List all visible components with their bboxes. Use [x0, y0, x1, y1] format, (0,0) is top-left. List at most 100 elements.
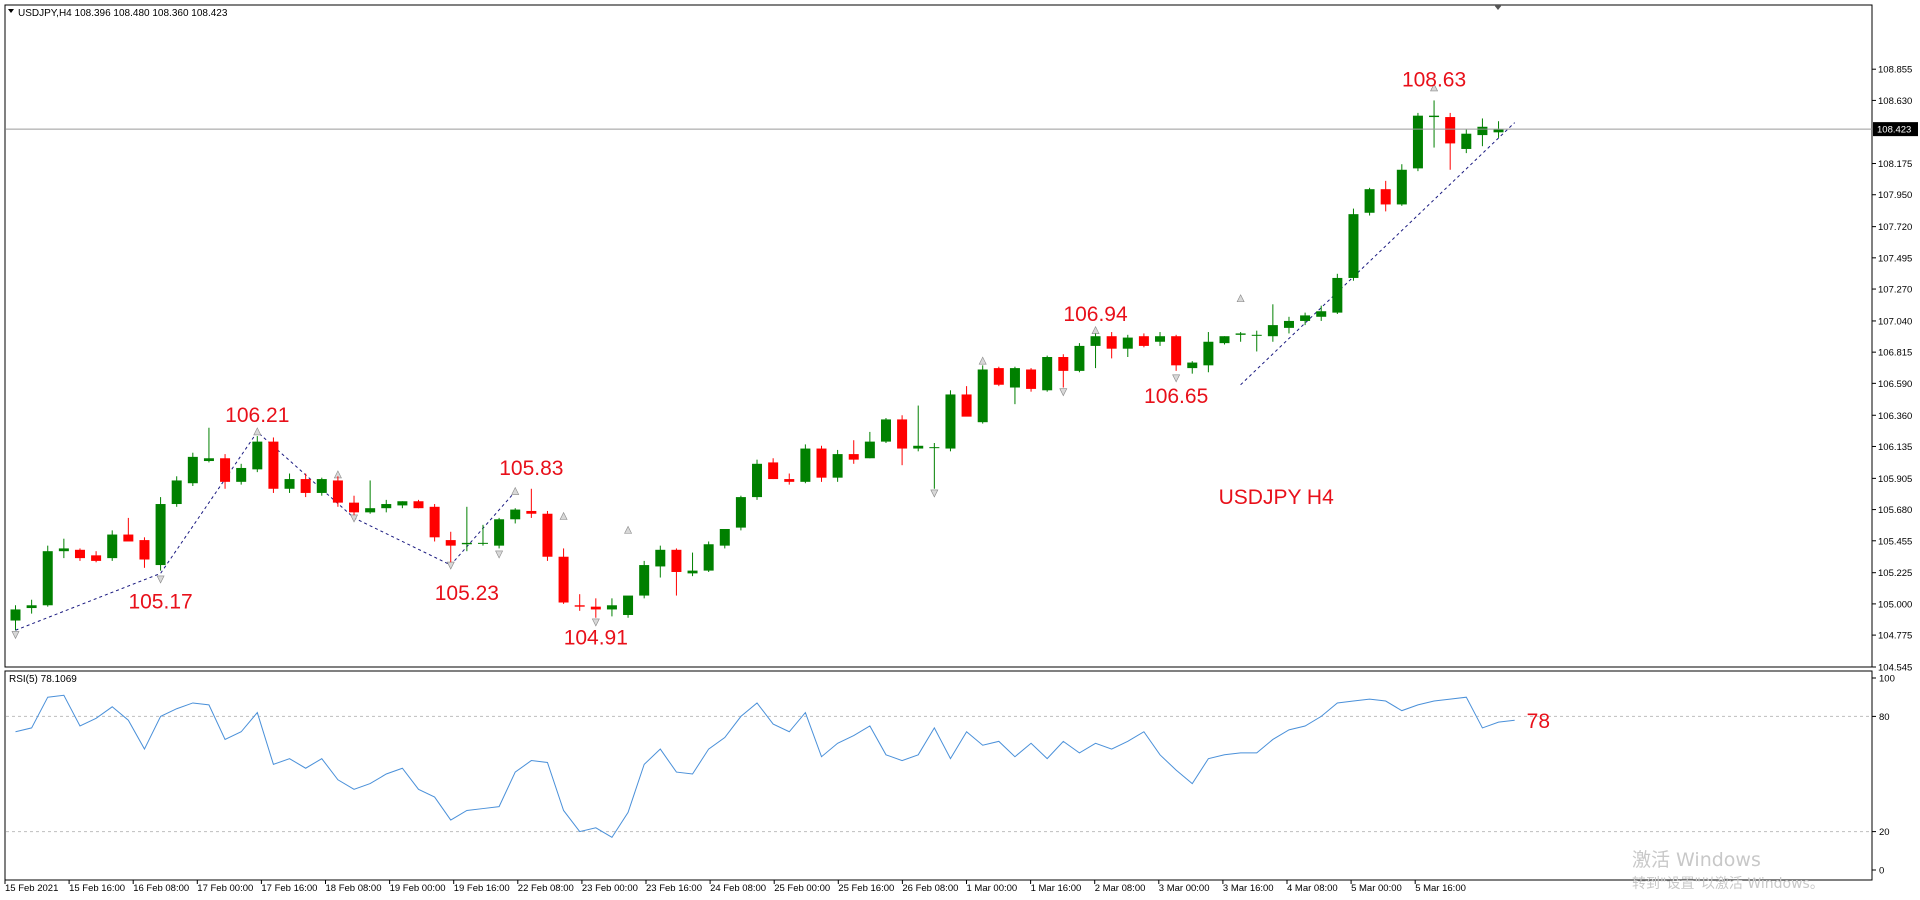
price-tick-label: 108.855	[1878, 65, 1912, 76]
candle-body-bull	[397, 501, 408, 506]
time-tick-label: 15 Feb 2021	[5, 883, 58, 894]
rsi-tick-label: 80	[1879, 712, 1890, 723]
candle-body-bull	[1283, 320, 1294, 328]
chart-symbol-label: USDJPY H4	[1219, 486, 1334, 509]
symbol-menu-icon[interactable]	[8, 9, 14, 13]
time-tick-label: 25 Feb 16:00	[838, 883, 894, 894]
price-label: 108.63	[1402, 68, 1466, 91]
candle-body-bull	[494, 519, 505, 546]
price-label: 105.23	[435, 582, 499, 605]
time-tick-label: 5 Mar 00:00	[1351, 883, 1402, 894]
candle-body-bull	[107, 534, 118, 559]
candle-body-bull	[1348, 214, 1359, 278]
candlestick-series	[10, 100, 1504, 631]
candle-body-bull	[1042, 357, 1053, 391]
price-tick-label: 105.680	[1878, 505, 1912, 516]
candle-body-bear	[268, 441, 279, 489]
candle-body-bull	[381, 504, 392, 509]
time-tick-label: 25 Feb 00:00	[774, 883, 830, 894]
candle-body-bull	[687, 570, 698, 574]
time-tick-label: 1 Mar 00:00	[967, 883, 1018, 894]
rsi-panel-frame	[4, 670, 1873, 881]
candle-body-bull	[42, 551, 53, 606]
candle-body-bear	[590, 606, 601, 610]
candle-body-bear	[1138, 336, 1149, 346]
candle-body-bull	[26, 605, 37, 609]
candle-body-bull	[461, 542, 472, 545]
candle-body-bull	[1219, 336, 1230, 344]
price-tick-label: 108.630	[1878, 96, 1912, 107]
time-tick-label: 17 Feb 00:00	[197, 883, 253, 894]
candle-body-bull	[236, 467, 247, 482]
candle-body-bull	[1429, 115, 1440, 118]
candle-body-bull	[284, 479, 295, 489]
price-tick-label: 104.775	[1878, 631, 1912, 642]
current-price-marker: 108.423	[6, 122, 1918, 137]
chart-shift-marker[interactable]	[1494, 5, 1502, 10]
time-tick-label: 22 Feb 08:00	[518, 883, 574, 894]
time-axis: 15 Feb 2021 15 Feb 16:00 16 Feb 08:00 17 Fe…	[4, 880, 1466, 894]
price-label: 105.17	[128, 590, 192, 613]
price-tick-label: 105.000	[1878, 599, 1912, 610]
fractal-down-arrow-icon	[495, 550, 504, 559]
candle-body-bull	[623, 595, 634, 615]
candle-body-bull	[945, 394, 956, 449]
price-label: 106.94	[1063, 303, 1128, 326]
time-tick-label: 18 Feb 08:00	[326, 883, 382, 894]
candle-body-bull	[655, 549, 666, 567]
candle-body-bull	[719, 528, 730, 546]
candle-body-bear	[1058, 357, 1069, 371]
candle-body-bear	[1445, 117, 1456, 144]
candle-body-bull	[316, 479, 327, 493]
candle-body-bull	[10, 609, 21, 621]
candle-body-bear	[574, 605, 585, 607]
time-tick-label: 3 Mar 00:00	[1159, 883, 1210, 894]
fractal-up-arrow-icon	[1430, 83, 1439, 92]
price-tick-label: 108.175	[1878, 159, 1912, 170]
price-tick-label: 106.360	[1878, 411, 1912, 422]
price-tick-label: 106.815	[1878, 348, 1912, 359]
price-tick-label: 105.225	[1878, 568, 1912, 579]
price-tick-label: 107.270	[1878, 285, 1912, 296]
candle-body-bear	[220, 458, 231, 482]
candle-body-bear	[816, 448, 827, 478]
candle-body-bear	[542, 513, 553, 557]
candle-body-bear	[897, 419, 908, 449]
symbol-info: USDJPY,H4 108.396 108.480 108.360 108.42…	[18, 8, 228, 19]
candle-body-bear	[429, 506, 440, 538]
fractal-up-arrow-icon	[1236, 294, 1245, 303]
rsi-header: RSI(5) 78.1069	[9, 674, 77, 685]
main-panel-frame	[4, 4, 1873, 668]
candle-body-bull	[365, 508, 376, 513]
candle-body-bull	[1493, 129, 1504, 133]
watermark-line1: 激活 Windows	[1632, 849, 1761, 871]
price-tick-label: 105.905	[1878, 474, 1912, 485]
candle-body-bull	[1396, 169, 1407, 205]
price-axis: 108.855 108.630 108.175 107.950 107.720 107.4…	[1872, 65, 1912, 674]
fractal-up-arrow-icon	[624, 525, 633, 534]
candle-body-bear	[993, 368, 1004, 385]
price-tick-label: 107.040	[1878, 316, 1912, 327]
candle-body-bear	[1380, 189, 1391, 205]
candle-body-bull	[1074, 345, 1085, 371]
time-tick-label: 23 Feb 16:00	[646, 883, 702, 894]
time-tick-label: 2 Mar 08:00	[1095, 883, 1146, 894]
candle-body-bull	[1155, 336, 1166, 342]
candle-body-bull	[252, 441, 263, 470]
price-annotations: 108.63 106.94 106.65 106.21 105.83 105.17 105.…	[128, 68, 1550, 733]
candle-body-bull	[929, 447, 940, 449]
candle-body-bull	[203, 458, 214, 462]
candle-body-bull	[1316, 311, 1327, 317]
price-label: 106.21	[225, 404, 289, 427]
time-tick-label: 19 Feb 00:00	[390, 883, 446, 894]
fractal-down-arrow-icon	[591, 618, 600, 627]
price-tick-label: 107.950	[1878, 190, 1912, 201]
candle-body-bear	[1106, 336, 1117, 349]
price-tick-label: 106.135	[1878, 442, 1912, 453]
candle-body-bull	[703, 544, 714, 571]
candle-body-bear	[413, 501, 424, 509]
candle-body-bull	[1235, 333, 1246, 335]
time-tick-label: 26 Feb 08:00	[902, 883, 958, 894]
time-tick-label: 23 Feb 00:00	[582, 883, 638, 894]
